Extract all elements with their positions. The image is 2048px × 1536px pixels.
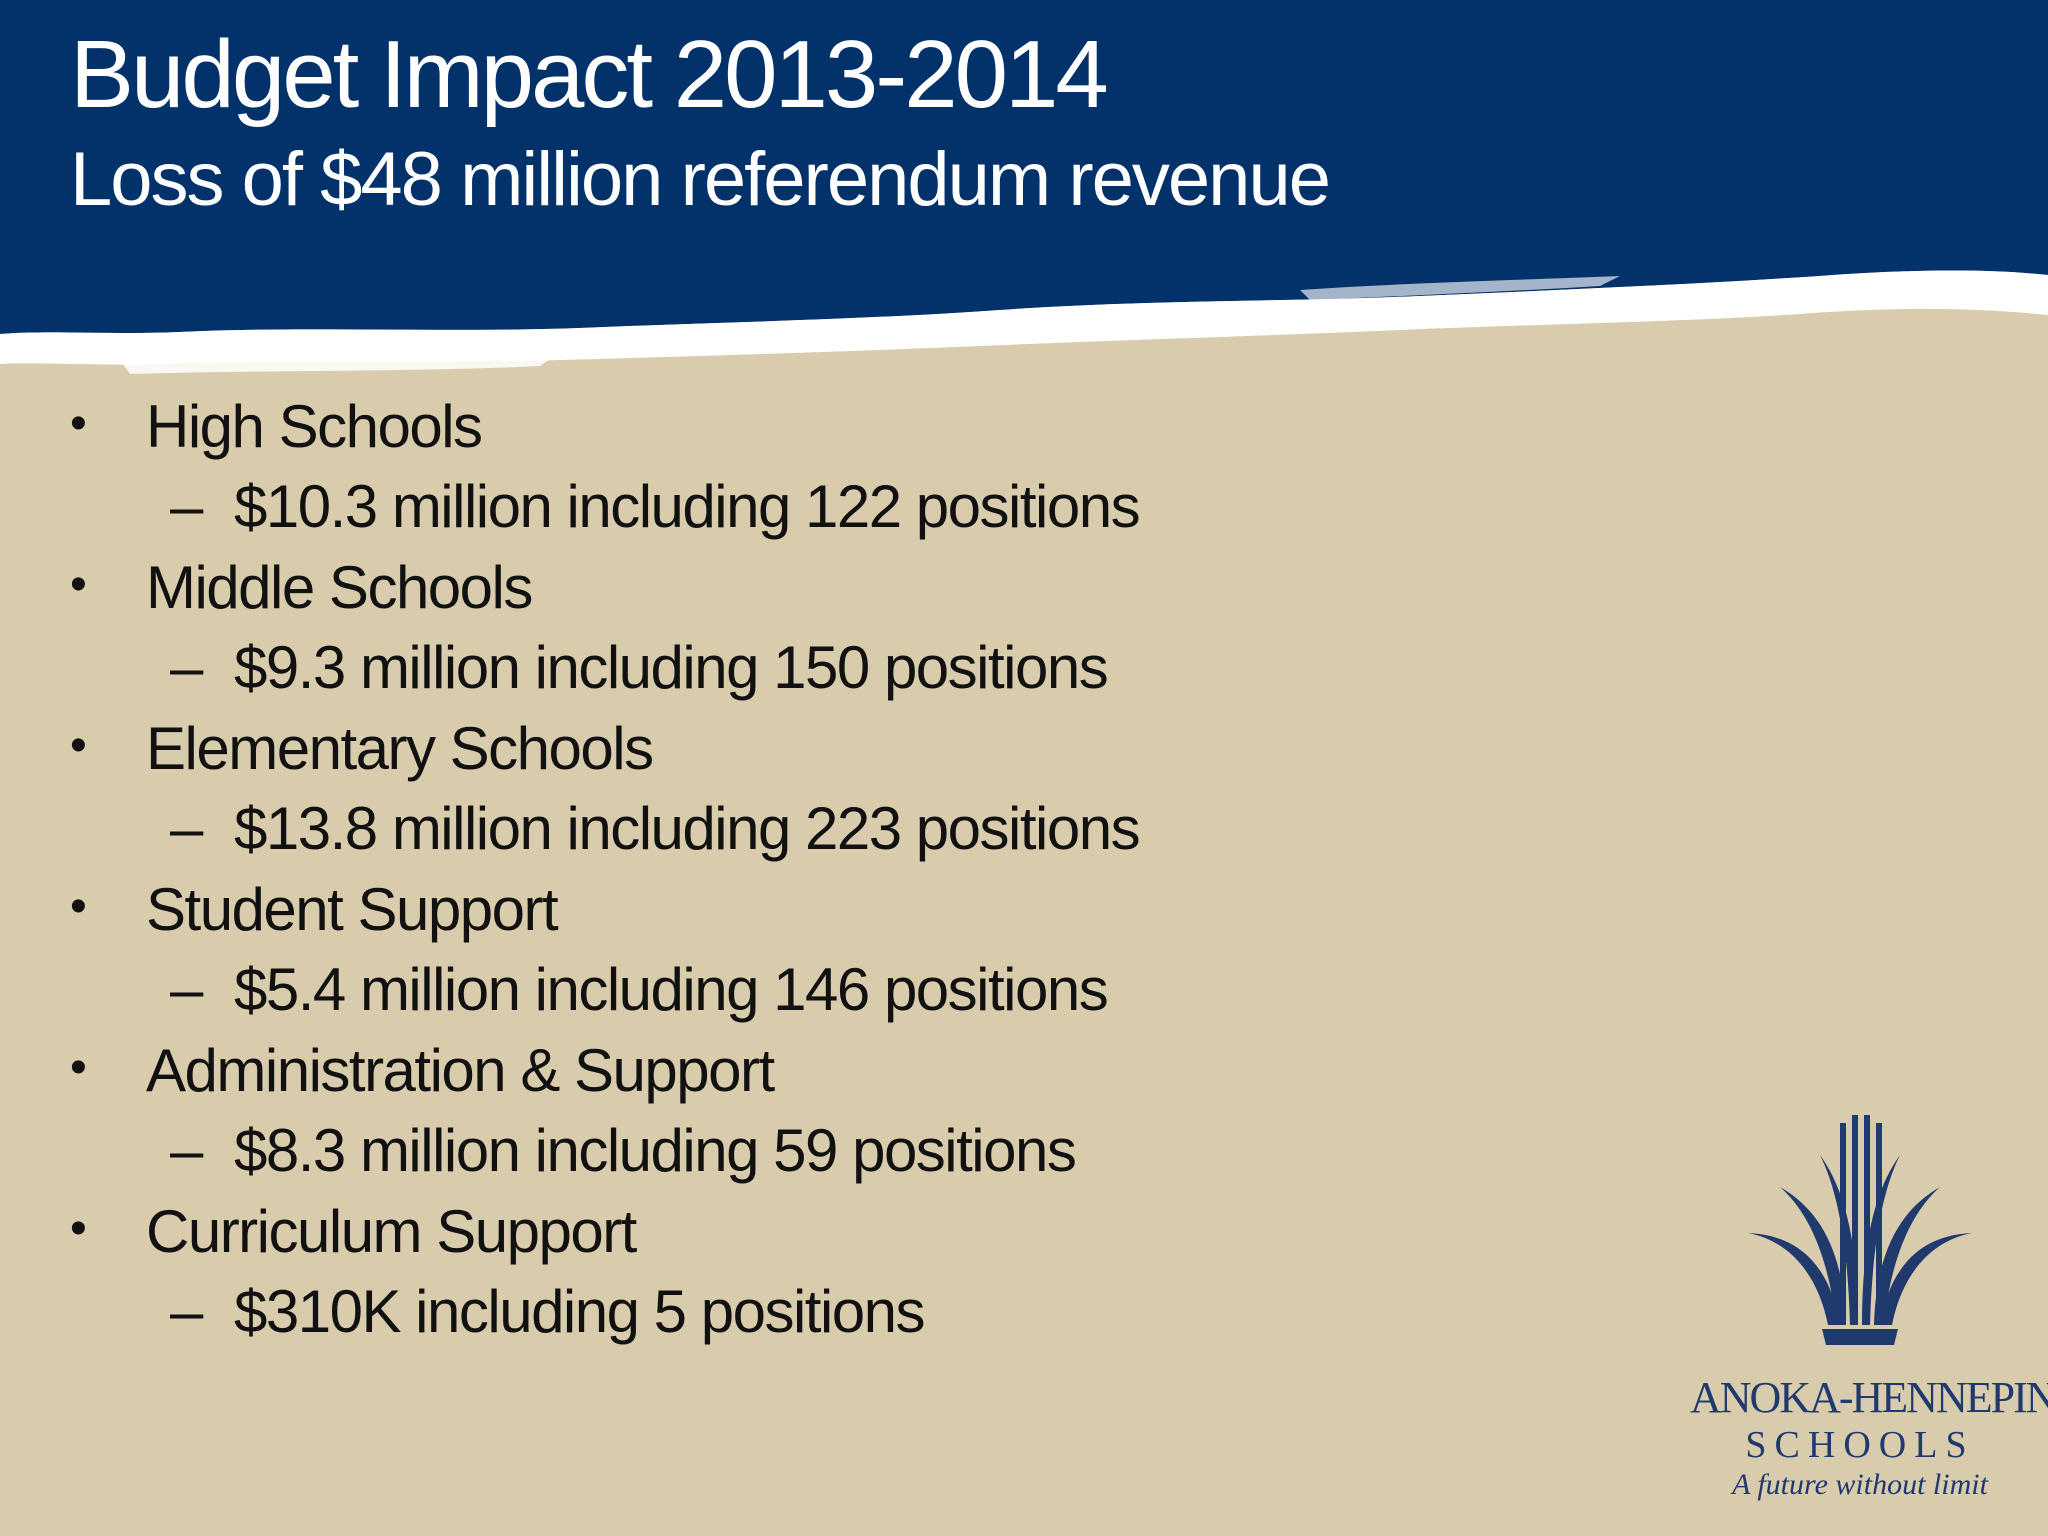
list-item-label: High Schools (146, 393, 483, 460)
slide-title: Budget Impact 2013-2014 (70, 21, 1109, 128)
bullet-marker: • (70, 397, 87, 450)
list-item-label: Elementary Schools (146, 715, 654, 782)
list-subitem-elementary-schools: – $13.8 million including 223 positions (0, 794, 1600, 875)
list-subitem-curriculum-support: – $310K including 5 positions (0, 1277, 1600, 1358)
logo-schools: SCHOOLS (1745, 1424, 1975, 1466)
list-item-elementary-schools: • Elementary Schools (0, 714, 1600, 794)
list-item-student-support: • Student Support (0, 875, 1600, 955)
bullet-marker: • (70, 880, 87, 933)
list-item-label: Student Support (146, 876, 559, 943)
bullet-marker: • (70, 1202, 87, 1255)
sub-marker: – (170, 473, 203, 540)
sub-marker: – (170, 1278, 203, 1345)
list-subitem-middle-schools: – $9.3 million including 150 positions (0, 633, 1600, 714)
sub-marker: – (170, 1117, 203, 1184)
bullet-marker: • (70, 1041, 87, 1094)
list-subitem-administration-support: – $8.3 million including 59 positions (0, 1116, 1600, 1197)
list-subitem-detail: $9.3 million including 150 positions (234, 634, 1109, 701)
district-logo: ANOKA-HENNEPIN SCHOOLS A future without … (1690, 1115, 2048, 1515)
header-band (0, 0, 2048, 374)
list-item-label: Administration & Support (146, 1037, 775, 1104)
list-subitem-detail: $8.3 million including 59 positions (234, 1117, 1077, 1184)
sub-marker: – (170, 795, 203, 862)
list-subitem-detail: $5.4 million including 146 positions (234, 956, 1109, 1023)
list-subitem-detail: $13.8 million including 223 positions (234, 795, 1141, 862)
list-subitem-student-support: – $5.4 million including 146 positions (0, 955, 1600, 1036)
list-item-high-schools: • High Schools (0, 392, 1600, 472)
sub-marker: – (170, 956, 203, 1023)
logo-tagline: A future without limit (1732, 1468, 1988, 1501)
list-subitem-detail: $310K including 5 positions (234, 1278, 926, 1345)
bullet-marker: • (70, 719, 87, 772)
sub-marker: – (170, 634, 203, 701)
list-item-label: Curriculum Support (146, 1198, 637, 1265)
fountain-logo-icon (1748, 1115, 1972, 1345)
list-item-administration-support: • Administration & Support (0, 1036, 1600, 1116)
slide-subtitle: Loss of $48 million referendum revenue (70, 137, 1331, 222)
list-item-curriculum-support: • Curriculum Support (0, 1197, 1600, 1277)
bullet-marker: • (70, 558, 87, 611)
list-item-label: Middle Schools (146, 554, 533, 621)
bullet-list: • High Schools – $10.3 million including… (0, 392, 1600, 1358)
list-subitem-high-schools: – $10.3 million including 122 positions (0, 472, 1600, 553)
logo-wordmark: ANOKA-HENNEPIN (1690, 1373, 2048, 1422)
list-item-middle-schools: • Middle Schools (0, 553, 1600, 633)
list-subitem-detail: $10.3 million including 122 positions (234, 473, 1141, 540)
